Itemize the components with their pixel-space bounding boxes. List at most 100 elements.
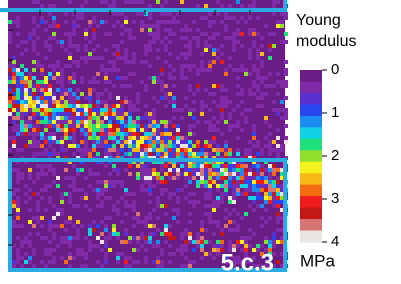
heatmap-cell <box>252 84 256 88</box>
heatmap-cell <box>212 208 216 212</box>
heatmap-cell <box>64 12 68 16</box>
heatmap-cell <box>272 32 276 36</box>
heatmap-cell <box>188 148 192 152</box>
heatmap-cell <box>124 144 128 148</box>
heatmap-cell <box>112 228 116 232</box>
heatmap-cell <box>168 64 172 68</box>
heatmap-cell <box>80 132 84 136</box>
heatmap-cell <box>96 108 100 112</box>
heatmap-cell <box>140 80 144 84</box>
heatmap-cell <box>128 60 132 64</box>
heatmap-cell <box>240 128 244 132</box>
heatmap-cell <box>68 40 72 44</box>
heatmap-cell <box>32 140 36 144</box>
heatmap-cell <box>60 80 64 84</box>
heatmap-cell <box>212 168 216 172</box>
heatmap-cell <box>148 120 152 124</box>
heatmap-cell <box>44 188 48 192</box>
heatmap-cell <box>16 84 20 88</box>
heatmap-cell <box>264 84 268 88</box>
heatmap-cell <box>164 28 168 32</box>
heatmap-cell <box>152 80 156 84</box>
heatmap-cell <box>16 112 20 116</box>
heatmap-cell <box>88 116 92 120</box>
heatmap-cell <box>12 200 16 204</box>
heatmap-cell <box>48 144 52 148</box>
heatmap-cell <box>48 116 52 120</box>
heatmap-cell <box>180 236 184 240</box>
heatmap-cell <box>136 0 140 4</box>
heatmap-cell <box>52 124 56 128</box>
heatmap-cell <box>116 124 120 128</box>
heatmap-cell <box>148 76 152 80</box>
heatmap-cell <box>100 64 104 68</box>
heatmap-cell <box>248 16 252 20</box>
heatmap-cell <box>16 212 20 216</box>
heatmap-cell <box>224 168 228 172</box>
heatmap-cell <box>212 36 216 40</box>
heatmap-cell <box>236 176 240 180</box>
heatmap-cell <box>108 196 112 200</box>
heatmap-cell <box>248 4 252 8</box>
heatmap-cell <box>184 164 188 168</box>
heatmap-cell <box>216 148 220 152</box>
heatmap-cell <box>168 20 172 24</box>
heatmap-cell <box>232 40 236 44</box>
heatmap-cell <box>140 144 144 148</box>
heatmap-cell <box>32 216 36 220</box>
heatmap-cell <box>148 132 152 136</box>
heatmap-cell <box>248 188 252 192</box>
heatmap-cell <box>116 260 120 264</box>
heatmap-cell <box>60 104 64 108</box>
heatmap-cell <box>140 244 144 248</box>
heatmap-cell <box>208 152 212 156</box>
heatmap-cell <box>76 148 80 152</box>
heatmap-cell <box>240 180 244 184</box>
heatmap-cell <box>64 132 68 136</box>
heatmap-cell <box>112 0 116 4</box>
heatmap-cell <box>256 140 260 144</box>
heatmap-cell <box>264 220 268 224</box>
heatmap-cell <box>40 16 44 20</box>
heatmap-cell <box>140 188 144 192</box>
heatmap-cell <box>160 192 164 196</box>
heatmap-cell <box>236 124 240 128</box>
heatmap-cell <box>124 128 128 132</box>
heatmap-cell <box>52 120 56 124</box>
heatmap-cell <box>88 88 92 92</box>
heatmap-cell <box>220 240 224 244</box>
heatmap-cell <box>52 104 56 108</box>
heatmap-cell <box>8 100 12 104</box>
heatmap-cell <box>32 108 36 112</box>
heatmap-cell <box>104 108 108 112</box>
heatmap-cell <box>100 124 104 128</box>
heatmap-cell <box>104 180 108 184</box>
heatmap-cell <box>52 36 56 40</box>
heatmap-cell <box>40 80 44 84</box>
heatmap-cell <box>96 136 100 140</box>
heatmap-cell <box>8 88 12 92</box>
colorbar-tick-label: 4 <box>331 233 339 250</box>
heatmap-cell <box>44 184 48 188</box>
heatmap-cell <box>104 240 108 244</box>
heatmap-cell <box>224 216 228 220</box>
heatmap-cell <box>256 176 260 180</box>
heatmap-cell <box>36 152 40 156</box>
heatmap-cell <box>268 180 272 184</box>
heatmap-cell <box>136 92 140 96</box>
heatmap-cell <box>60 100 64 104</box>
heatmap-cell <box>124 212 128 216</box>
heatmap-cell <box>268 84 272 88</box>
heatmap-cell <box>40 116 44 120</box>
heatmap-cell <box>104 148 108 152</box>
heatmap-cell <box>148 4 152 8</box>
heatmap-cell <box>264 144 268 148</box>
heatmap-cell <box>196 184 200 188</box>
heatmap-cell <box>36 144 40 148</box>
heatmap-cell <box>96 244 100 248</box>
heatmap-cell <box>20 116 24 120</box>
heatmap-cell <box>20 244 24 248</box>
heatmap-cell <box>168 144 172 148</box>
heatmap-cell <box>144 172 148 176</box>
heatmap-cell <box>284 68 288 72</box>
